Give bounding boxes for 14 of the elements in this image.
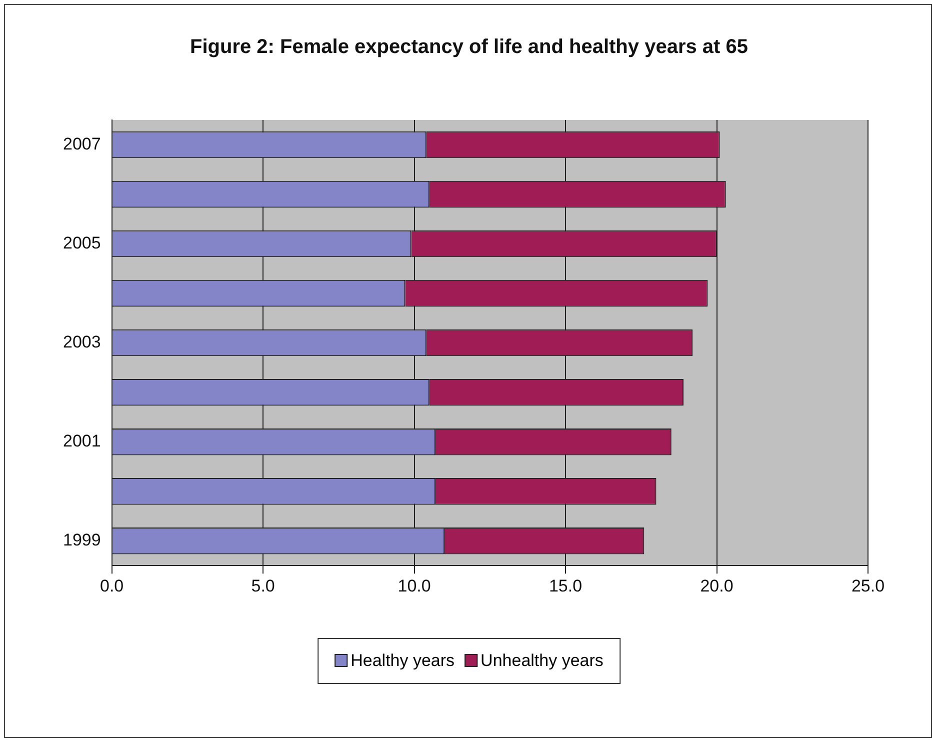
y-tick-label: 2007 bbox=[62, 134, 101, 154]
x-tick-label: 15.0 bbox=[548, 576, 582, 596]
legend-label: Healthy years bbox=[350, 651, 455, 671]
y-tick-label: 2001 bbox=[62, 432, 101, 451]
y-tick-label: 2003 bbox=[62, 332, 101, 352]
chart-title: Figure 2: Female expectancy of life and healthy years at 65 bbox=[189, 36, 749, 59]
x-tick-label: 5.0 bbox=[251, 576, 275, 596]
x-tick-label: 10.0 bbox=[398, 576, 431, 596]
legend-label: Unhealthy years bbox=[480, 651, 604, 671]
y-tick-label: 2005 bbox=[62, 233, 101, 252]
y-tick-label: 1999 bbox=[62, 530, 101, 550]
x-tick-label: 25.0 bbox=[851, 576, 885, 596]
x-tick-label: 0.0 bbox=[100, 576, 124, 596]
x-tick-label: 20.0 bbox=[700, 576, 734, 596]
